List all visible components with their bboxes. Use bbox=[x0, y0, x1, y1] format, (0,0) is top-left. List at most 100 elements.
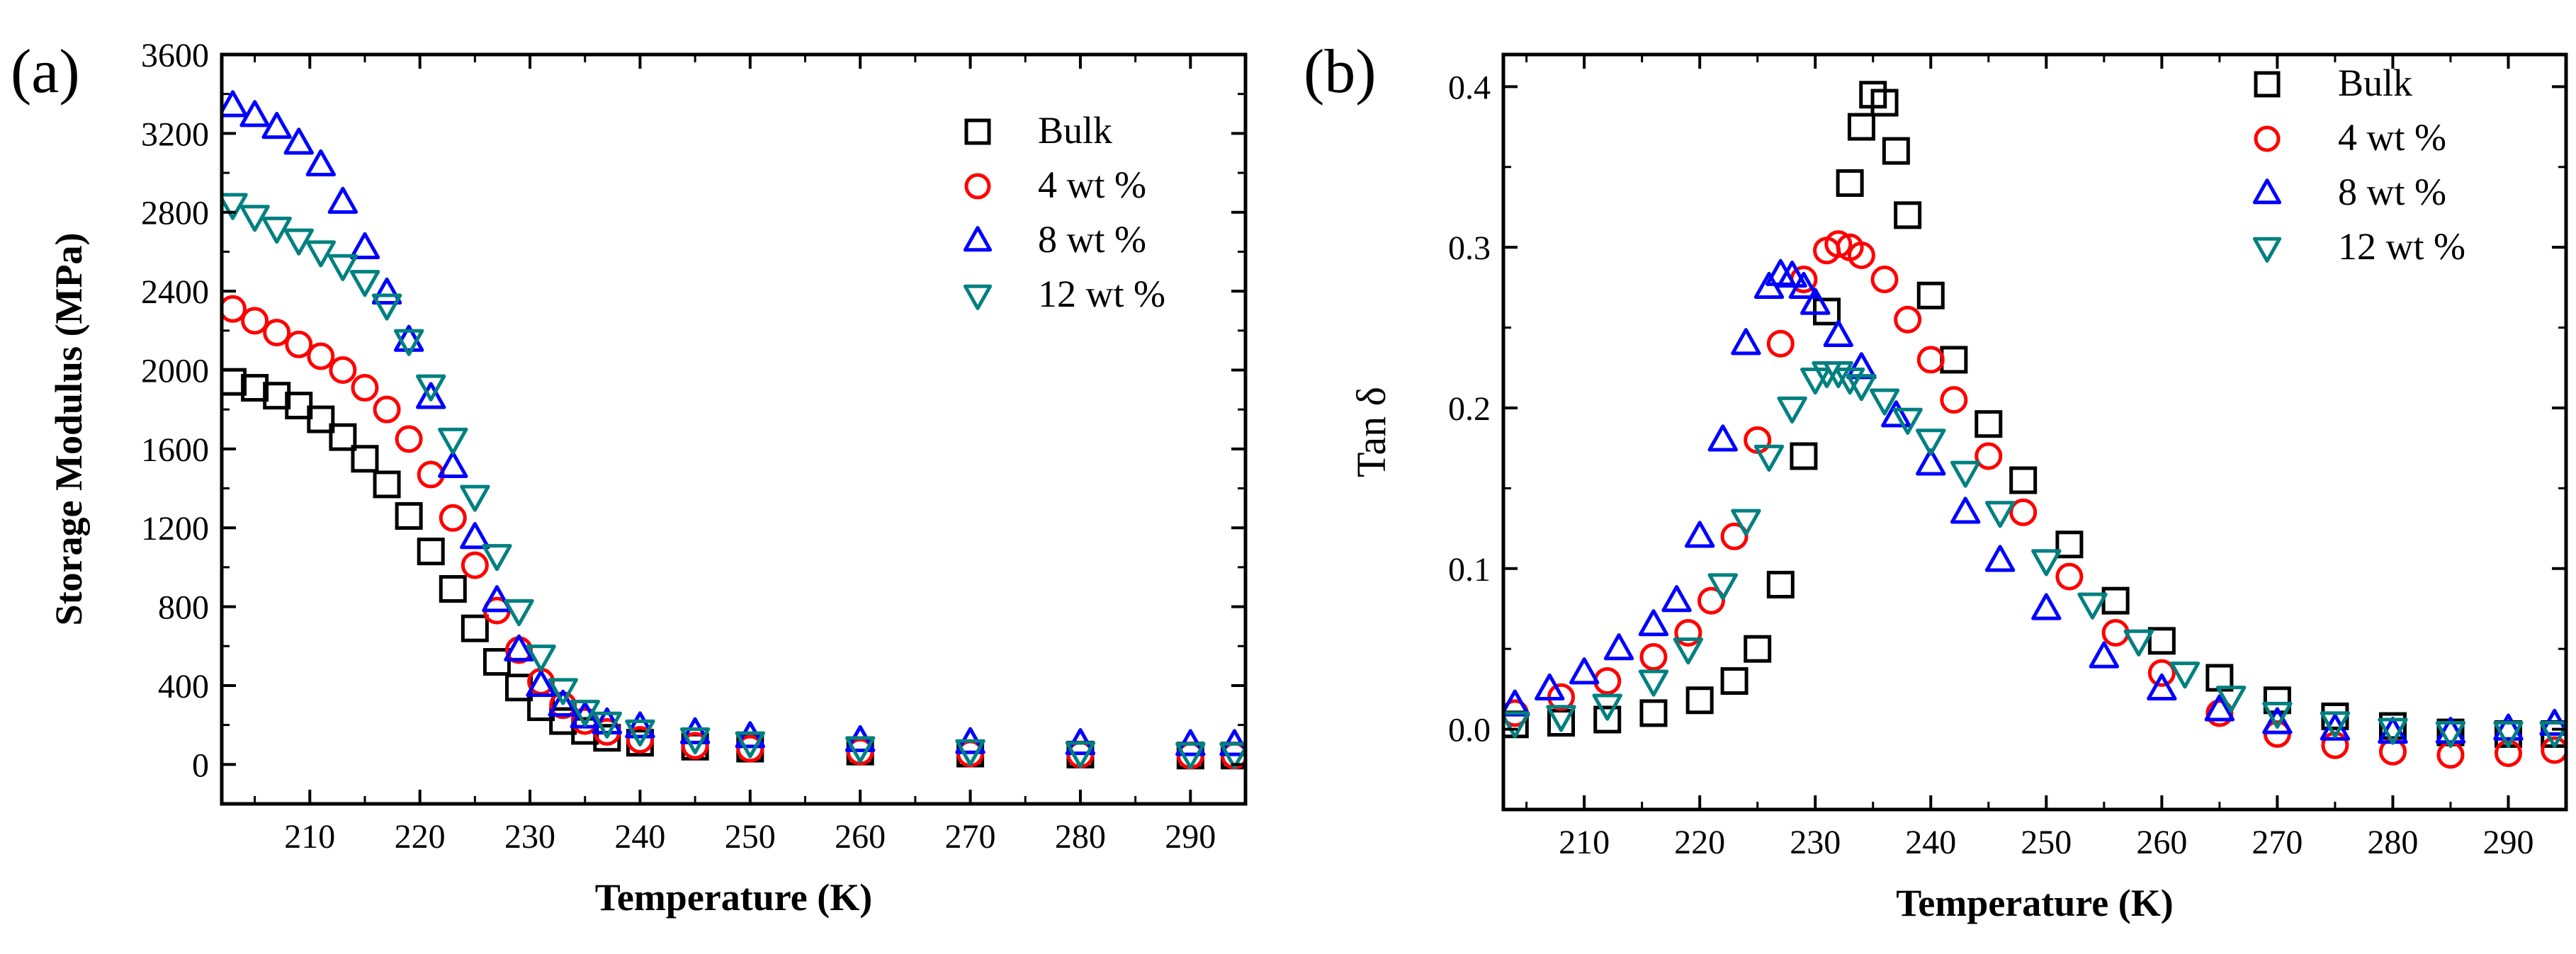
data-point bbox=[844, 736, 876, 763]
data-point bbox=[482, 544, 512, 572]
plot-frame bbox=[1501, 52, 2568, 812]
data-point bbox=[439, 504, 467, 532]
data-point bbox=[482, 585, 512, 613]
data-point bbox=[2493, 713, 2524, 741]
y-tick-label: 2000 bbox=[141, 352, 209, 390]
data-point bbox=[1684, 521, 1715, 548]
data-point bbox=[349, 232, 380, 259]
legend-marker bbox=[964, 118, 991, 145]
data-point bbox=[1685, 686, 1714, 715]
data-point bbox=[222, 90, 248, 118]
data-point bbox=[329, 423, 357, 451]
data-point bbox=[1823, 360, 1854, 389]
data-point bbox=[416, 374, 446, 402]
x-tick-label: 280 bbox=[1055, 818, 1106, 856]
data-point bbox=[1800, 288, 1831, 315]
data-point bbox=[285, 330, 313, 358]
data-point bbox=[1892, 407, 1923, 435]
data-point bbox=[307, 342, 335, 370]
data-point bbox=[2101, 619, 2130, 647]
data-point bbox=[736, 734, 764, 763]
data-point bbox=[1697, 586, 1725, 615]
data-point bbox=[1175, 742, 1206, 770]
x-tick-label: 270 bbox=[945, 818, 996, 856]
chart-panel-1: 210 220 230 240 250 260 270 280 290 0.0 0.1 0.2 0.3 0… bbox=[1304, 38, 2568, 924]
x-tick-label: 240 bbox=[614, 818, 665, 856]
x-tick-label: 230 bbox=[504, 818, 555, 856]
series-3 bbox=[1503, 360, 2566, 749]
data-point bbox=[1639, 643, 1668, 671]
panel-label: (b) bbox=[1304, 38, 1377, 106]
data-point bbox=[1894, 305, 1922, 334]
data-point bbox=[504, 634, 534, 661]
series-2 bbox=[1503, 259, 2566, 744]
data-point bbox=[2031, 549, 2062, 577]
data-point bbox=[283, 228, 314, 256]
x-axis-title: Temperature (K) bbox=[1896, 882, 2173, 924]
data-point bbox=[1593, 667, 1622, 695]
x-axis-title: Temperature (K) bbox=[595, 876, 872, 919]
y-tick-label: 3600 bbox=[141, 37, 209, 74]
data-point bbox=[327, 254, 358, 281]
data-point bbox=[305, 149, 337, 177]
data-point bbox=[1744, 635, 1772, 663]
data-point bbox=[1834, 368, 1865, 395]
data-point bbox=[592, 707, 623, 734]
legend-marker bbox=[2254, 71, 2281, 98]
data-point bbox=[626, 726, 654, 754]
y-tick-label: 0.0 bbox=[1448, 712, 1491, 749]
data-point bbox=[2009, 466, 2038, 494]
legend-item: Bulk bbox=[964, 109, 1112, 152]
y-tick-label: 3200 bbox=[141, 115, 209, 153]
x-tick-label: 270 bbox=[2252, 824, 2303, 861]
data-point bbox=[504, 599, 534, 627]
data-point bbox=[1869, 388, 1900, 416]
data-point bbox=[1707, 424, 1738, 452]
x-tick-label: 290 bbox=[2482, 824, 2533, 861]
data-point bbox=[1940, 346, 1968, 374]
data-point bbox=[1673, 637, 1704, 665]
data-point bbox=[2009, 498, 2038, 526]
data-point bbox=[548, 678, 578, 705]
data-point bbox=[2262, 707, 2293, 734]
data-point bbox=[2089, 641, 2120, 669]
x-tick-label: 250 bbox=[2021, 824, 2072, 861]
legend-item: 12 wt % bbox=[963, 273, 1165, 315]
data-point bbox=[439, 575, 467, 603]
data-point bbox=[329, 356, 357, 384]
data-point bbox=[2435, 717, 2466, 744]
data-point bbox=[1950, 496, 1981, 524]
data-point bbox=[1065, 741, 1096, 768]
data-point bbox=[1603, 633, 1634, 661]
y-tick-label: 0.1 bbox=[1448, 551, 1491, 589]
data-point bbox=[349, 270, 380, 297]
data-point bbox=[526, 669, 556, 698]
plot-area bbox=[1503, 81, 2566, 769]
data-point bbox=[1720, 667, 1749, 695]
x-tick-label: 230 bbox=[1790, 824, 1841, 861]
data-point bbox=[1753, 444, 1785, 472]
data-point bbox=[1503, 711, 1530, 739]
data-point bbox=[2123, 629, 2154, 657]
data-point bbox=[261, 111, 292, 140]
data-point bbox=[1975, 410, 2003, 438]
data-point bbox=[2494, 739, 2522, 768]
data-point bbox=[222, 193, 248, 220]
data-point bbox=[460, 522, 490, 550]
series-1 bbox=[1503, 230, 2566, 769]
data-point bbox=[373, 395, 401, 424]
data-point bbox=[307, 405, 335, 433]
x-tick-label: 290 bbox=[1165, 818, 1216, 856]
data-point bbox=[2541, 736, 2566, 764]
x-tick-label: 210 bbox=[284, 818, 335, 856]
data-point bbox=[1975, 442, 2003, 470]
legend-label: Bulk bbox=[2338, 62, 2412, 104]
data-point bbox=[2262, 701, 2293, 729]
data-point bbox=[1535, 673, 1565, 700]
data-point bbox=[1720, 522, 1749, 550]
y-tick-label: 1200 bbox=[141, 510, 209, 547]
data-point bbox=[2101, 586, 2130, 615]
data-point bbox=[1916, 281, 1945, 310]
data-point bbox=[1940, 386, 1968, 414]
